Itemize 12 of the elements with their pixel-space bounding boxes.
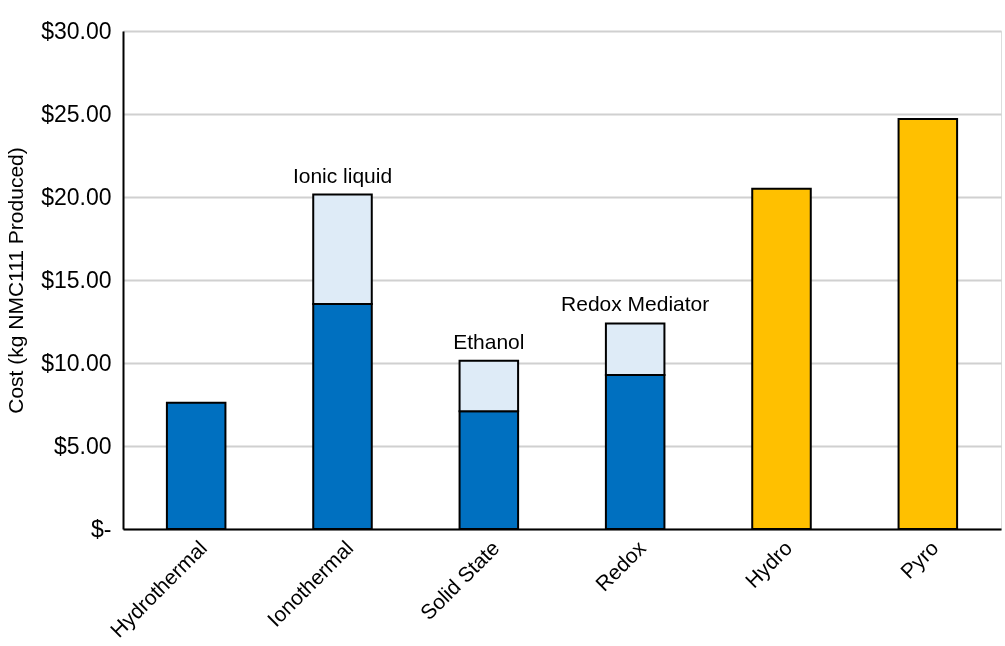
y-tick-label: $- [91, 515, 112, 542]
x-tick-label: Pyro [895, 536, 943, 583]
annotation: Redox Mediator [561, 292, 710, 316]
y-tick-label: $10.00 [41, 349, 112, 376]
y-tick-label: $30.00 [41, 17, 112, 44]
y-tick-label: $20.00 [41, 183, 112, 210]
y-axis-title: Cost (kg NMC111 Produced) [4, 147, 28, 414]
y-tick-label: $15.00 [41, 266, 112, 293]
annotation: Ethanol [453, 329, 525, 353]
y-tick-label: $25.00 [41, 100, 112, 127]
y-tick-label: $5.00 [53, 432, 112, 459]
annotation: Ionic liquid [292, 163, 393, 187]
